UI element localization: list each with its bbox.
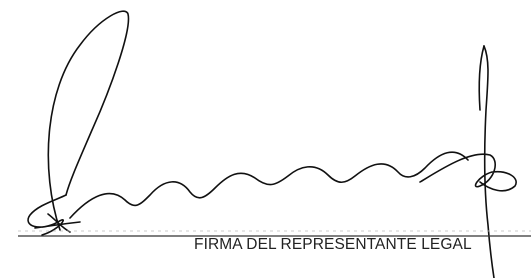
signature-caption: FIRMA DEL REPRESENTANTE LEGAL <box>194 236 472 254</box>
signature-stroke <box>70 152 468 218</box>
signature-stroke <box>484 46 494 278</box>
signature-stroke <box>479 46 484 110</box>
signature-page: FIRMA DEL REPRESENTANTE LEGAL <box>0 0 531 278</box>
